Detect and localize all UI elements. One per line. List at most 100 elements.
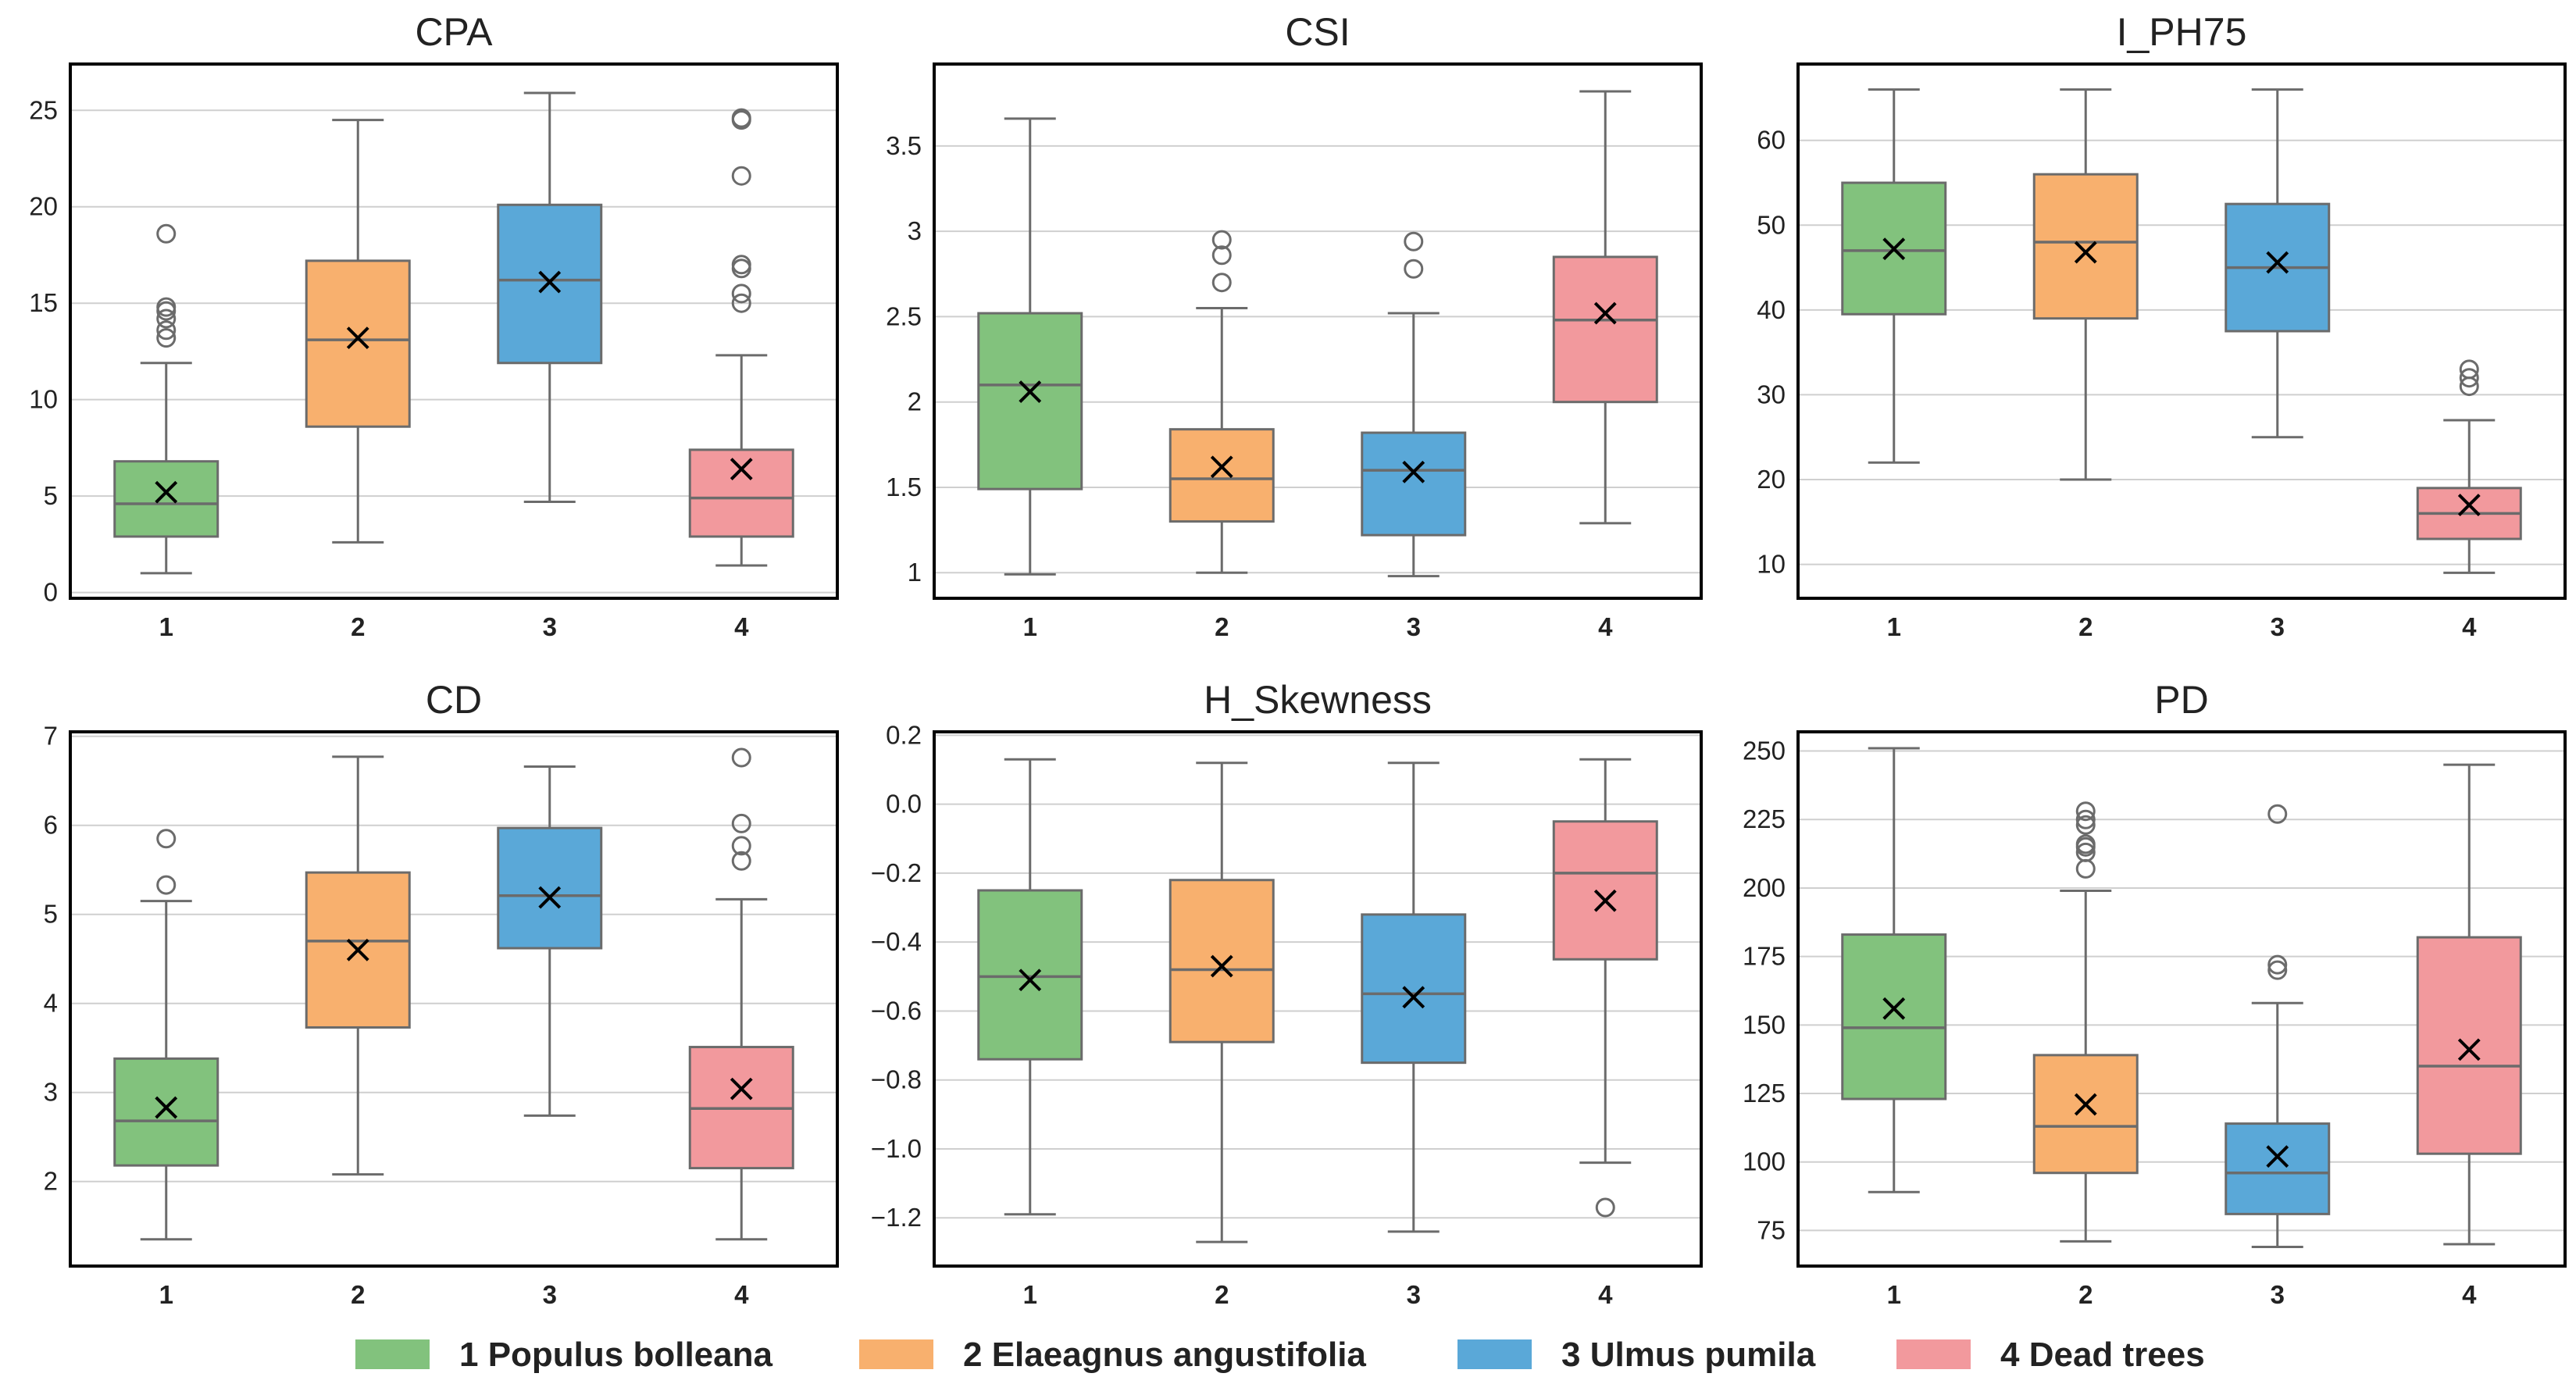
y-tick-label: 30 xyxy=(1757,380,1786,408)
mean-marker xyxy=(2457,1038,2481,1061)
legend-item-4: 4 Dead trees xyxy=(1896,1336,2205,1374)
y-tick-label: 20 xyxy=(1757,465,1786,494)
outlier-point xyxy=(156,297,177,317)
plot-frame xyxy=(69,730,839,1268)
y-tick-label: 1.5 xyxy=(886,473,922,501)
y-tick-label: 10 xyxy=(29,385,58,414)
mean-marker xyxy=(730,458,753,480)
y-tick-label: 75 xyxy=(1757,1215,1786,1244)
x-tick-label: 2 xyxy=(1215,1280,1229,1309)
box-group-i-ph75-1 xyxy=(1841,88,1947,464)
box-group-pd-2 xyxy=(2032,801,2139,1243)
mean-marker xyxy=(2266,251,2289,274)
outlier-point xyxy=(731,747,751,768)
outlier-point xyxy=(1211,245,1232,266)
outlier-point xyxy=(156,309,177,329)
box-iqr xyxy=(1168,428,1275,523)
box-iqr xyxy=(1552,820,1658,961)
x-tick-label: 1 xyxy=(159,1280,173,1309)
x-tick-label: 4 xyxy=(734,612,749,641)
panel-pd: PD 75 100 125 150 175 200 225 250 1 2 3 4 xyxy=(1743,678,2567,1309)
panel-title-i-ph75: I_PH75 xyxy=(2117,10,2247,54)
mean-marker xyxy=(2074,1093,2097,1116)
box-group-cd-2 xyxy=(305,755,411,1176)
outlier-point xyxy=(2075,834,2096,854)
y-tick-label: 50 xyxy=(1757,210,1786,239)
y-tick-label: 5 xyxy=(44,481,58,510)
mean-marker xyxy=(730,1077,753,1100)
outlier-point xyxy=(731,259,751,279)
mean-marker xyxy=(1019,968,1042,992)
x-tick-label: 2 xyxy=(2078,612,2093,641)
y-tick-label: −0.2 xyxy=(871,858,922,887)
outlier-point xyxy=(2075,858,2096,879)
plot-frame xyxy=(933,62,1703,600)
box-iqr xyxy=(1552,255,1658,404)
y-tick-label: 3 xyxy=(908,216,922,245)
panel-title-cd: CD xyxy=(426,678,482,722)
box-iqr xyxy=(113,460,219,538)
y-tick-label: 60 xyxy=(1757,126,1786,155)
outlier-point xyxy=(156,320,177,341)
box-iqr xyxy=(497,826,603,950)
x-tick-label: 1 xyxy=(159,612,173,641)
outlier-point xyxy=(2267,960,2288,980)
outlier-point xyxy=(156,875,177,895)
box-group-cpa-3 xyxy=(497,91,603,504)
y-tick-label: −0.4 xyxy=(871,927,922,956)
mean-marker xyxy=(1210,954,1233,978)
y-tick-label: 100 xyxy=(1743,1147,1786,1176)
y-tick-label: 250 xyxy=(1743,737,1786,765)
x-tick-label: 2 xyxy=(351,1280,365,1309)
x-tick-label: 4 xyxy=(1598,1280,1613,1309)
box-group-cpa-1 xyxy=(113,223,219,575)
x-tick-label: 3 xyxy=(1407,1280,1421,1309)
y-tick-label: 2 xyxy=(908,387,922,416)
x-tick-label: 2 xyxy=(1215,612,1229,641)
legend-swatch xyxy=(1457,1339,1532,1369)
outlier-point xyxy=(156,223,177,244)
y-tick-label: 3.5 xyxy=(886,131,922,160)
panel-title-cpa: CPA xyxy=(415,10,493,54)
legend-label: 2 Elaeagnus angustifolia xyxy=(963,1336,1366,1374)
y-tick-label: 2 xyxy=(44,1167,58,1196)
x-tick-label: 1 xyxy=(1887,612,1901,641)
outlier-point xyxy=(2459,359,2479,380)
y-tick-label: 10 xyxy=(1757,550,1786,579)
y-tick-label: −1.2 xyxy=(871,1203,922,1232)
outlier-point xyxy=(2459,368,2479,388)
y-tick-label: 0 xyxy=(44,578,58,607)
outlier-point xyxy=(731,293,751,313)
plot-frame xyxy=(1796,730,2567,1268)
box-group-cd-4 xyxy=(688,747,794,1241)
box-group-i-ph75-4 xyxy=(2416,359,2522,574)
legend-item-2: 2 Elaeagnus angustifolia xyxy=(859,1336,1366,1374)
panel-title-csi: CSI xyxy=(1285,10,1350,54)
box-group-csi-4 xyxy=(1552,90,1658,525)
mean-marker xyxy=(538,270,562,294)
box-iqr xyxy=(2032,173,2139,320)
x-tick-label: 3 xyxy=(2271,612,2285,641)
outlier-point xyxy=(731,166,751,186)
mean-marker xyxy=(1210,455,1233,479)
y-tick-label: 175 xyxy=(1743,942,1786,971)
outlier-point xyxy=(731,108,751,128)
x-tick-label: 1 xyxy=(1023,612,1037,641)
mean-marker xyxy=(1593,301,1617,325)
y-tick-label: 20 xyxy=(29,192,58,221)
legend-swatch xyxy=(355,1339,430,1369)
y-tick-label: 125 xyxy=(1743,1079,1786,1108)
mean-marker xyxy=(1402,986,1425,1009)
mean-marker xyxy=(346,326,369,350)
legend: 1 Populus bolleana 2 Elaeagnus angustifol… xyxy=(355,1336,2205,1374)
mean-marker xyxy=(155,480,178,504)
plot-frame xyxy=(933,730,1703,1268)
box-group-csi-1 xyxy=(977,117,1083,576)
outlier-point xyxy=(1404,231,1424,251)
box-group-i-ph75-3 xyxy=(2225,88,2331,439)
outlier-point xyxy=(156,328,177,348)
panel-cpa: CPA 0 5 10 15 20 25 1 2 3 4 xyxy=(29,10,839,641)
x-tick-label: 4 xyxy=(734,1280,749,1309)
